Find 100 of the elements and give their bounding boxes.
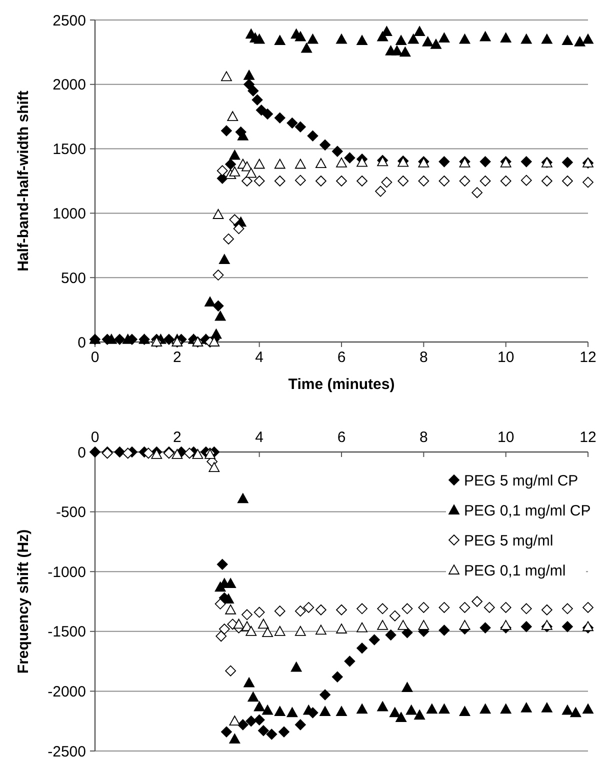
point — [414, 710, 426, 720]
point — [356, 622, 368, 632]
point — [229, 150, 240, 160]
x-tick-label: 2 — [172, 429, 182, 446]
point — [422, 36, 434, 46]
y-tick-label: -1500 — [48, 624, 86, 641]
point — [406, 704, 417, 715]
point — [402, 603, 413, 614]
point — [301, 42, 312, 53]
point — [106, 334, 117, 344]
point — [218, 254, 230, 264]
point — [122, 448, 134, 459]
point — [392, 45, 402, 56]
point — [430, 39, 442, 49]
point — [377, 701, 388, 712]
point — [500, 176, 512, 186]
point — [229, 166, 240, 176]
point — [520, 156, 532, 168]
point — [204, 296, 216, 307]
point — [229, 734, 240, 744]
point — [274, 112, 286, 124]
point — [164, 334, 174, 345]
point — [252, 94, 263, 106]
y-tick-label: -500 — [56, 504, 86, 522]
point — [246, 168, 257, 178]
point — [254, 701, 265, 712]
point — [216, 165, 228, 176]
point — [225, 158, 236, 170]
legend-label: PEG 0,1 mg/ml CP — [464, 502, 591, 520]
point — [114, 446, 126, 458]
point — [278, 726, 290, 738]
point — [385, 630, 396, 640]
point — [408, 34, 419, 44]
point — [221, 125, 232, 136]
point — [381, 176, 392, 188]
y-tick-label: 2000 — [52, 76, 86, 94]
point — [375, 186, 386, 197]
point — [344, 152, 356, 164]
legend-label: PEG 0,1 mg/ml — [464, 562, 566, 580]
point — [356, 603, 368, 614]
point — [336, 176, 347, 186]
point — [336, 158, 347, 168]
point — [398, 620, 409, 630]
point — [400, 46, 411, 57]
point — [438, 602, 450, 613]
point — [438, 156, 450, 168]
point — [344, 656, 356, 667]
point — [258, 725, 269, 736]
point — [480, 156, 491, 168]
x-tick-label: 0 — [90, 349, 100, 366]
point — [438, 176, 450, 186]
point — [582, 176, 594, 188]
point — [274, 626, 286, 636]
point — [402, 682, 413, 692]
point — [192, 448, 204, 459]
point — [229, 214, 240, 226]
point — [237, 493, 248, 504]
y-tick-label: 1500 — [52, 141, 86, 158]
point — [254, 34, 265, 44]
point — [258, 618, 269, 629]
point — [480, 176, 491, 186]
point — [520, 621, 532, 632]
y-tick-label: 2500 — [52, 12, 86, 30]
point — [274, 35, 286, 46]
point — [480, 704, 491, 714]
point — [294, 121, 306, 132]
point — [562, 603, 573, 614]
point — [274, 606, 286, 617]
point — [294, 31, 306, 42]
point — [307, 34, 318, 44]
point — [246, 626, 257, 636]
x-tick-label: 6 — [337, 349, 346, 366]
point — [520, 174, 532, 186]
point — [377, 620, 388, 630]
point — [307, 130, 318, 142]
y-tick-label: 500 — [60, 270, 86, 287]
point — [472, 596, 483, 607]
point — [356, 704, 368, 714]
point — [212, 300, 224, 312]
point — [332, 146, 343, 157]
point — [541, 604, 552, 616]
point — [221, 71, 232, 82]
point — [290, 662, 302, 672]
point — [480, 622, 491, 634]
point — [256, 104, 267, 116]
point — [216, 630, 227, 642]
point — [212, 209, 224, 219]
point — [286, 707, 298, 718]
point — [562, 704, 573, 715]
point — [459, 176, 470, 186]
y-tick-label: -2500 — [48, 743, 86, 758]
point — [500, 620, 512, 630]
x-tick-label: 12 — [580, 349, 596, 366]
point — [254, 606, 265, 618]
point — [218, 624, 230, 634]
point — [541, 620, 552, 630]
y-axis-title: Half-band-half-width shift — [15, 90, 32, 272]
point — [459, 706, 470, 716]
point — [356, 35, 368, 46]
point — [574, 36, 586, 46]
